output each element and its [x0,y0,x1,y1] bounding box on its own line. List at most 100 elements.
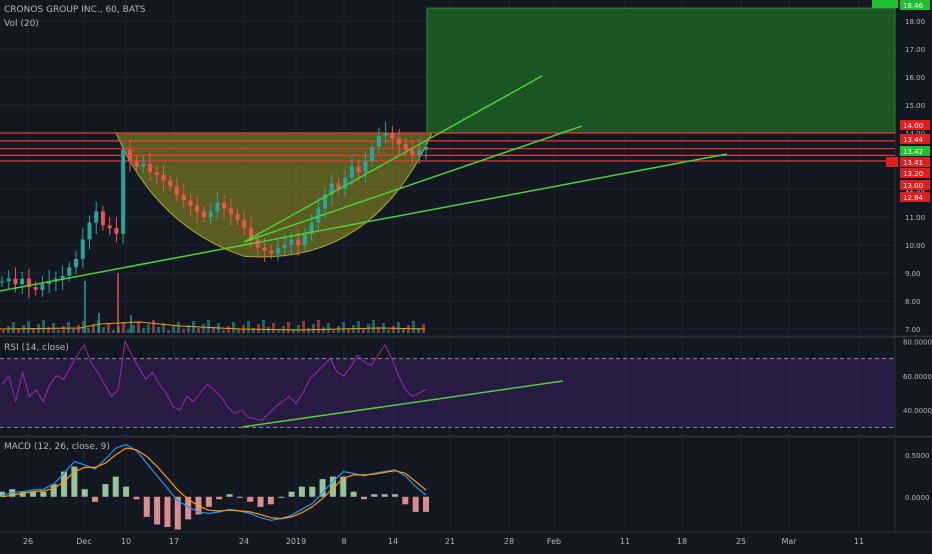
volume-bar [362,328,365,333]
symbol-legend[interactable]: CRONOS GROUP INC., 60, BATS [4,5,146,15]
price-tag: 14.00 [900,120,930,130]
price-tag-bg [900,134,930,144]
price-tick-label: 18.00 [905,18,925,26]
volume-bar [397,322,400,333]
candle-body [215,203,220,212]
candle-body [67,267,72,276]
volume-bar [297,325,300,333]
volume-bar [312,324,315,333]
rsi-legend[interactable]: RSI (14, close) [4,343,69,353]
volume-bar [272,323,275,333]
candle-body [255,239,260,248]
volume-bar [12,322,15,333]
volume-bar [162,323,165,333]
volume-bar [187,325,190,333]
macd-hist-bar [423,496,429,512]
candle-body [417,149,422,156]
volume-bar [342,322,345,333]
macd-hist-bar [112,476,119,497]
price-tag-bg [900,157,930,167]
candle-body [60,275,65,279]
candle-body [141,163,146,167]
volume-legend[interactable]: Vol (20) [4,19,39,29]
macd-hist-bar [247,496,254,502]
volume-bar [67,322,70,333]
price-tag-label: 13.00 [903,182,923,190]
volume-bar [307,328,310,333]
candle-body [390,133,395,139]
candle-body [336,183,341,189]
rsi-band-fill [0,358,895,428]
candle-body [107,225,112,229]
volume-bar [332,330,335,333]
rsi-layer [0,339,895,428]
volume-bar [232,322,235,333]
candle-body [424,147,428,150]
macd-line [1,444,427,521]
candle-body [201,211,206,217]
macd-hist-bar [391,494,398,497]
macd-hist-bar [143,496,150,517]
x-tick-label: 21 [445,537,455,546]
volume-bar [287,322,290,333]
x-tick-label: 14 [388,537,398,546]
volume-bar [207,320,210,333]
candle-body [114,228,119,234]
volume-bar [222,330,225,333]
trendline [0,153,728,292]
volume-bar [152,320,155,333]
price-tag: 13.20 [900,168,930,178]
x-tick-label: Mar [781,537,797,546]
macd-legend[interactable]: MACD (12, 26, close, 9) [4,442,110,452]
price-tick-label: 8.00 [905,298,921,306]
macd-hist-bar [319,479,326,497]
macd-layer [0,444,429,530]
candle-body [282,245,287,248]
price-tag-label: 12.84 [903,194,924,202]
volume-bar [227,326,230,333]
volume-bar [412,321,415,333]
rsi-tick-label: 60.0000 [903,373,932,381]
macd-hist-bar [267,496,274,505]
volume-bar [2,330,5,333]
x-tick-label: 8 [341,537,346,546]
candle-body [410,149,415,156]
volume-spike [98,313,100,333]
macd-hist-bar [402,496,409,505]
candle-body [74,259,79,268]
candle-body [343,177,348,189]
price-tag-bg [900,168,930,178]
price-tick-label: 17.00 [905,46,925,54]
x-tick-label: Dec [76,537,91,546]
candle-body [235,214,240,220]
price-tick-label: 10.00 [905,242,925,250]
volume-bar [72,329,75,333]
trendline [243,75,543,243]
candle-body [161,175,166,181]
candle-body [323,194,328,209]
macd-hist-bar [154,496,161,525]
macd-hist-bar [309,486,316,497]
candle-body [33,287,38,290]
price-tag: 13.00 [900,180,930,190]
candle-body [275,247,280,254]
macd-hist-bar [288,491,295,497]
volume-bar [182,329,185,333]
price-tag-label: 14.00 [903,122,923,130]
rsi-tick-label: 80.0000 [903,338,932,346]
macd-hist-bar [123,486,130,497]
candle-body [13,278,18,285]
candle-body [80,239,85,259]
macd-hist-bar [133,496,140,500]
candle-body [349,166,354,178]
price-tag: 13.42 [900,146,930,156]
candle-body [383,133,388,136]
candle-body [403,144,408,150]
candle-body [356,166,361,173]
price-tick-label: 11.00 [905,214,925,222]
candle-body [249,228,254,240]
candle-body [195,205,200,212]
macd-tick-label: 0.5000 [905,452,930,460]
macd-hist-bar [350,491,357,497]
